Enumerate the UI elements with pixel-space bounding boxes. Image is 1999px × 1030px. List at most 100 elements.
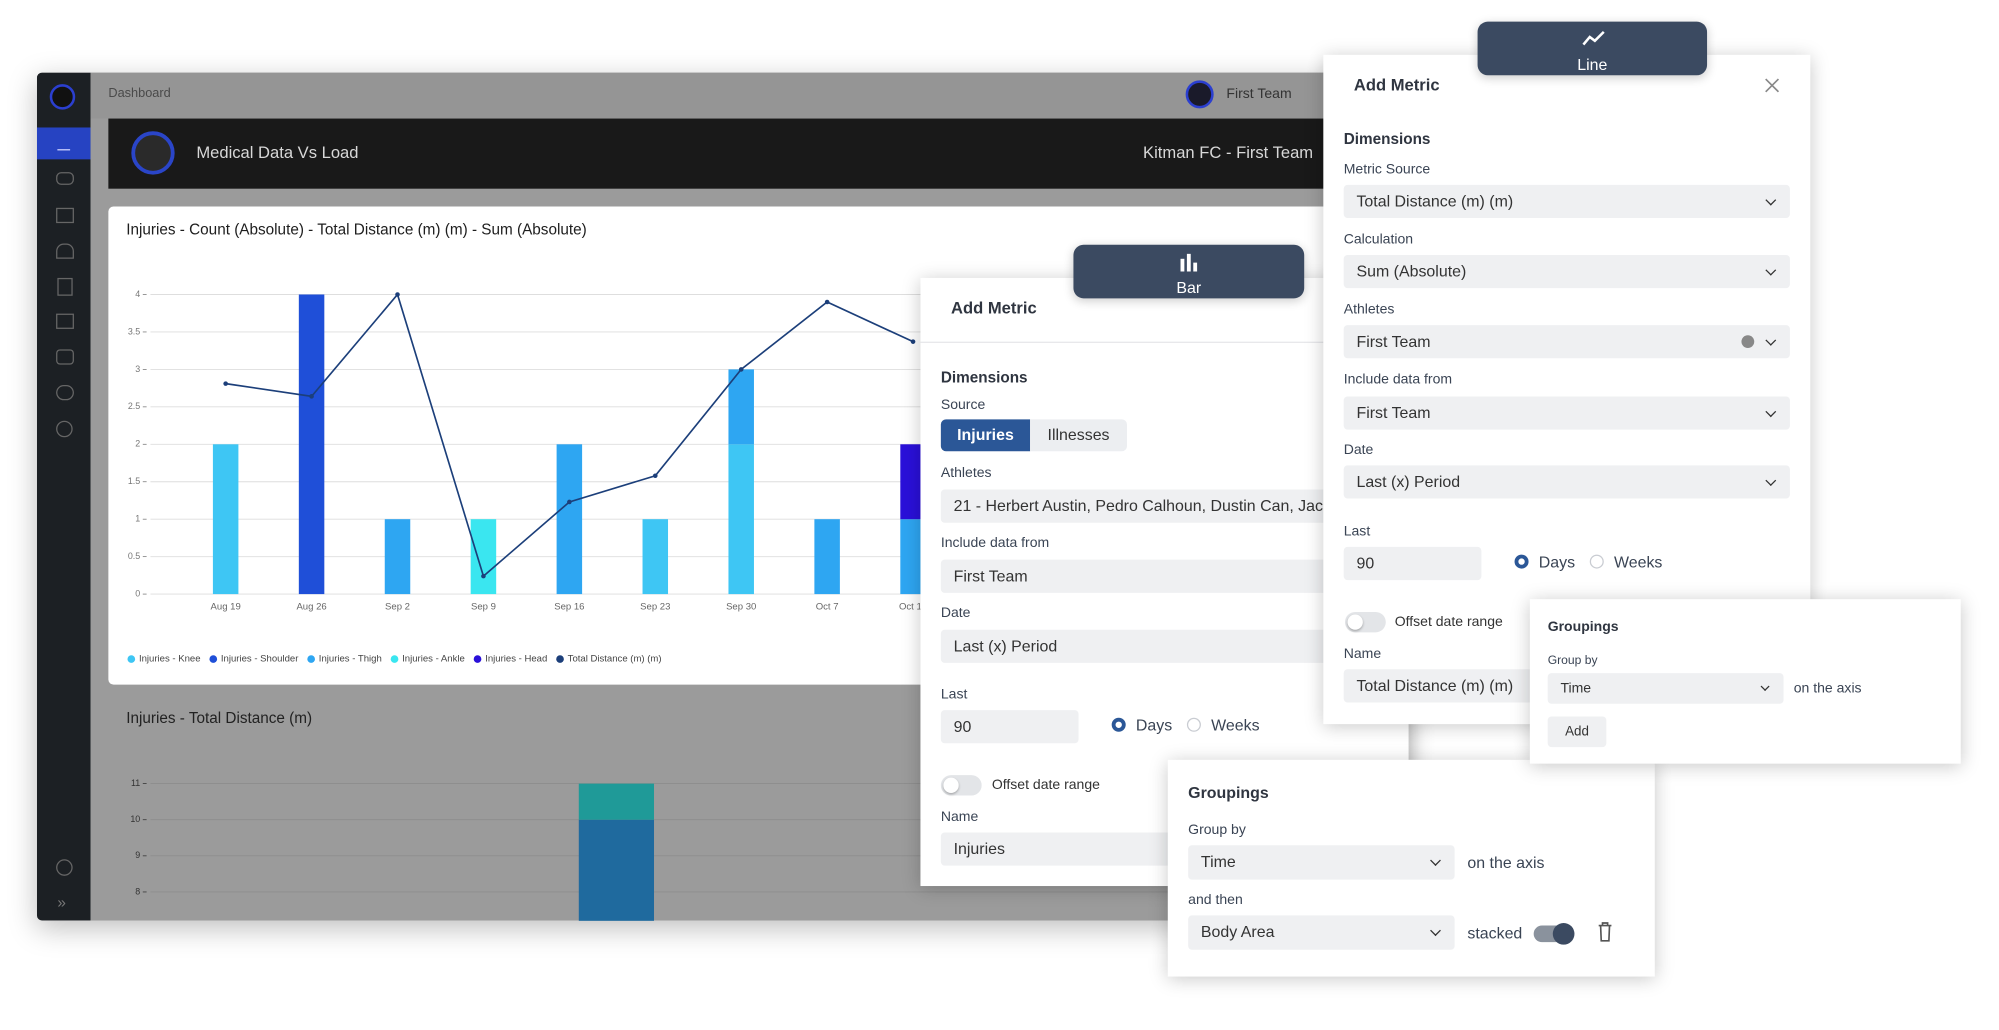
radio-checked[interactable] <box>1111 717 1126 732</box>
field-label: Date <box>1343 442 1374 458</box>
groupby-select[interactable]: Time <box>1547 673 1784 704</box>
groupby-select[interactable]: Time <box>1188 845 1455 880</box>
groupings-title: Groupings <box>1188 784 1269 802</box>
x-tick-label: Aug 19 <box>211 601 241 612</box>
y-tick-label: 4 <box>135 289 140 299</box>
select-value: First Team <box>1356 404 1431 422</box>
field-label: and then <box>1188 892 1243 908</box>
y-tick-label: 3.5 <box>128 326 140 336</box>
chart-type-pill[interactable]: Line <box>1477 21 1708 76</box>
radio-label[interactable]: Weeks <box>1211 716 1260 735</box>
bar <box>470 519 497 595</box>
groupings-title: Groupings <box>1547 619 1619 635</box>
field-label: Calculation <box>1343 232 1414 248</box>
bar <box>384 519 411 595</box>
date-select[interactable]: Last (x) Period <box>1343 465 1790 499</box>
nav-icon[interactable] <box>56 385 74 401</box>
chart-title: Injuries - Count (Absolute) - Total Dist… <box>126 220 587 239</box>
nav-icon[interactable] <box>56 313 74 329</box>
section-title: Dimensions <box>1343 130 1431 148</box>
y-tick-label: 0 <box>135 588 140 598</box>
sidebar: » <box>36 72 91 921</box>
bar-icon <box>1180 253 1198 272</box>
line-point <box>223 381 228 386</box>
close-icon[interactable] <box>1764 78 1780 93</box>
breadcrumb[interactable]: Dashboard <box>108 86 171 101</box>
nav-icon[interactable] <box>57 277 73 296</box>
y-tick-label: 3 <box>135 364 140 374</box>
field-label: Last <box>1343 523 1371 540</box>
nav-icon[interactable] <box>56 420 73 438</box>
legend-swatch <box>390 655 399 663</box>
last-input[interactable]: 90 <box>1343 546 1482 581</box>
legend-label: Injuries - Ankle <box>402 654 465 665</box>
include-select[interactable]: First Team <box>940 559 1388 593</box>
bar <box>556 444 583 595</box>
include-select[interactable]: First Team <box>1343 396 1790 430</box>
chevron <box>1430 925 1441 937</box>
nav-icon[interactable] <box>56 207 74 224</box>
stacked-toggle[interactable] <box>1533 923 1575 945</box>
chart-title: Injuries - Total Distance (m) <box>126 708 313 727</box>
add-button[interactable]: Add <box>1547 716 1607 748</box>
legend-swatch <box>556 655 564 663</box>
section-title: Dimensions <box>940 368 1028 387</box>
segment[interactable]: Illnesses <box>1030 419 1127 452</box>
nav-icon[interactable] <box>56 243 74 259</box>
metric-select[interactable]: Total Distance (m) (m) <box>1343 184 1790 219</box>
help-icon[interactable] <box>56 859 73 876</box>
expand-icon[interactable]: » <box>57 893 66 912</box>
radio[interactable] <box>1186 717 1201 732</box>
radio[interactable] <box>1589 554 1604 569</box>
radio-checked[interactable] <box>1514 554 1529 569</box>
field-label: Athletes <box>940 465 992 481</box>
modal-title: Add Metric <box>951 298 1037 318</box>
pill-label: Line <box>1577 56 1608 74</box>
toggle-knob <box>1347 614 1363 630</box>
chart-type-pill[interactable]: Bar <box>1073 244 1305 299</box>
bar <box>728 369 754 445</box>
last-input[interactable]: 90 <box>940 710 1079 744</box>
bar <box>212 444 239 595</box>
bar <box>728 444 754 595</box>
y-tick-label: 9 <box>135 850 140 860</box>
legend-swatch <box>209 655 218 663</box>
select-value: Sum (Absolute) <box>1356 262 1467 281</box>
y-tick-label: 1 <box>135 514 140 524</box>
field-label: Source <box>940 397 986 414</box>
toggle[interactable] <box>1344 611 1386 633</box>
groupings-panel: Groupings Group by Time on the axis and … <box>1167 759 1655 977</box>
x-tick-label: Sep 9 <box>471 601 496 612</box>
clear-icon[interactable] <box>1741 335 1755 349</box>
delete-icon[interactable] <box>1597 922 1612 942</box>
select-value: Total Distance (m) (m) <box>1356 192 1514 211</box>
segment-active[interactable]: Injuries <box>940 419 1031 452</box>
toggle[interactable] <box>940 775 982 796</box>
calculation-select[interactable]: Sum (Absolute) <box>1343 254 1790 289</box>
athletes-select[interactable]: 21 - Herbert Austin, Pedro Calhoun, Dust… <box>940 489 1337 523</box>
select-value: First Team <box>1356 332 1431 351</box>
field-label: Name <box>1343 646 1382 662</box>
modal-title: Add Metric <box>1353 75 1440 95</box>
pill-label: Bar <box>1176 279 1202 298</box>
radio-label[interactable]: Days <box>1135 716 1173 735</box>
line-icon <box>1582 30 1605 46</box>
line-point <box>824 299 830 305</box>
nav-icon[interactable] <box>56 349 74 365</box>
x-tick-label: Sep 16 <box>554 601 584 612</box>
radio-label[interactable]: Days <box>1538 553 1576 572</box>
squad-name[interactable]: First Team <box>1226 86 1292 102</box>
then-select[interactable]: Body Area <box>1188 915 1455 950</box>
nav-icon[interactable] <box>56 172 74 185</box>
x-tick-label: Sep 30 <box>726 601 756 612</box>
nav-active[interactable] <box>36 127 91 160</box>
toggle-knob <box>1552 923 1575 945</box>
legend-swatch <box>307 655 315 663</box>
athletes-select[interactable]: First Team <box>1343 325 1790 359</box>
select-value: Time <box>1560 680 1592 697</box>
chevron <box>1765 475 1777 487</box>
date-select[interactable]: Last (x) Period <box>940 629 1388 663</box>
squad-avatar <box>1185 80 1214 109</box>
radio-label[interactable]: Weeks <box>1613 553 1663 572</box>
logo[interactable] <box>49 84 76 110</box>
